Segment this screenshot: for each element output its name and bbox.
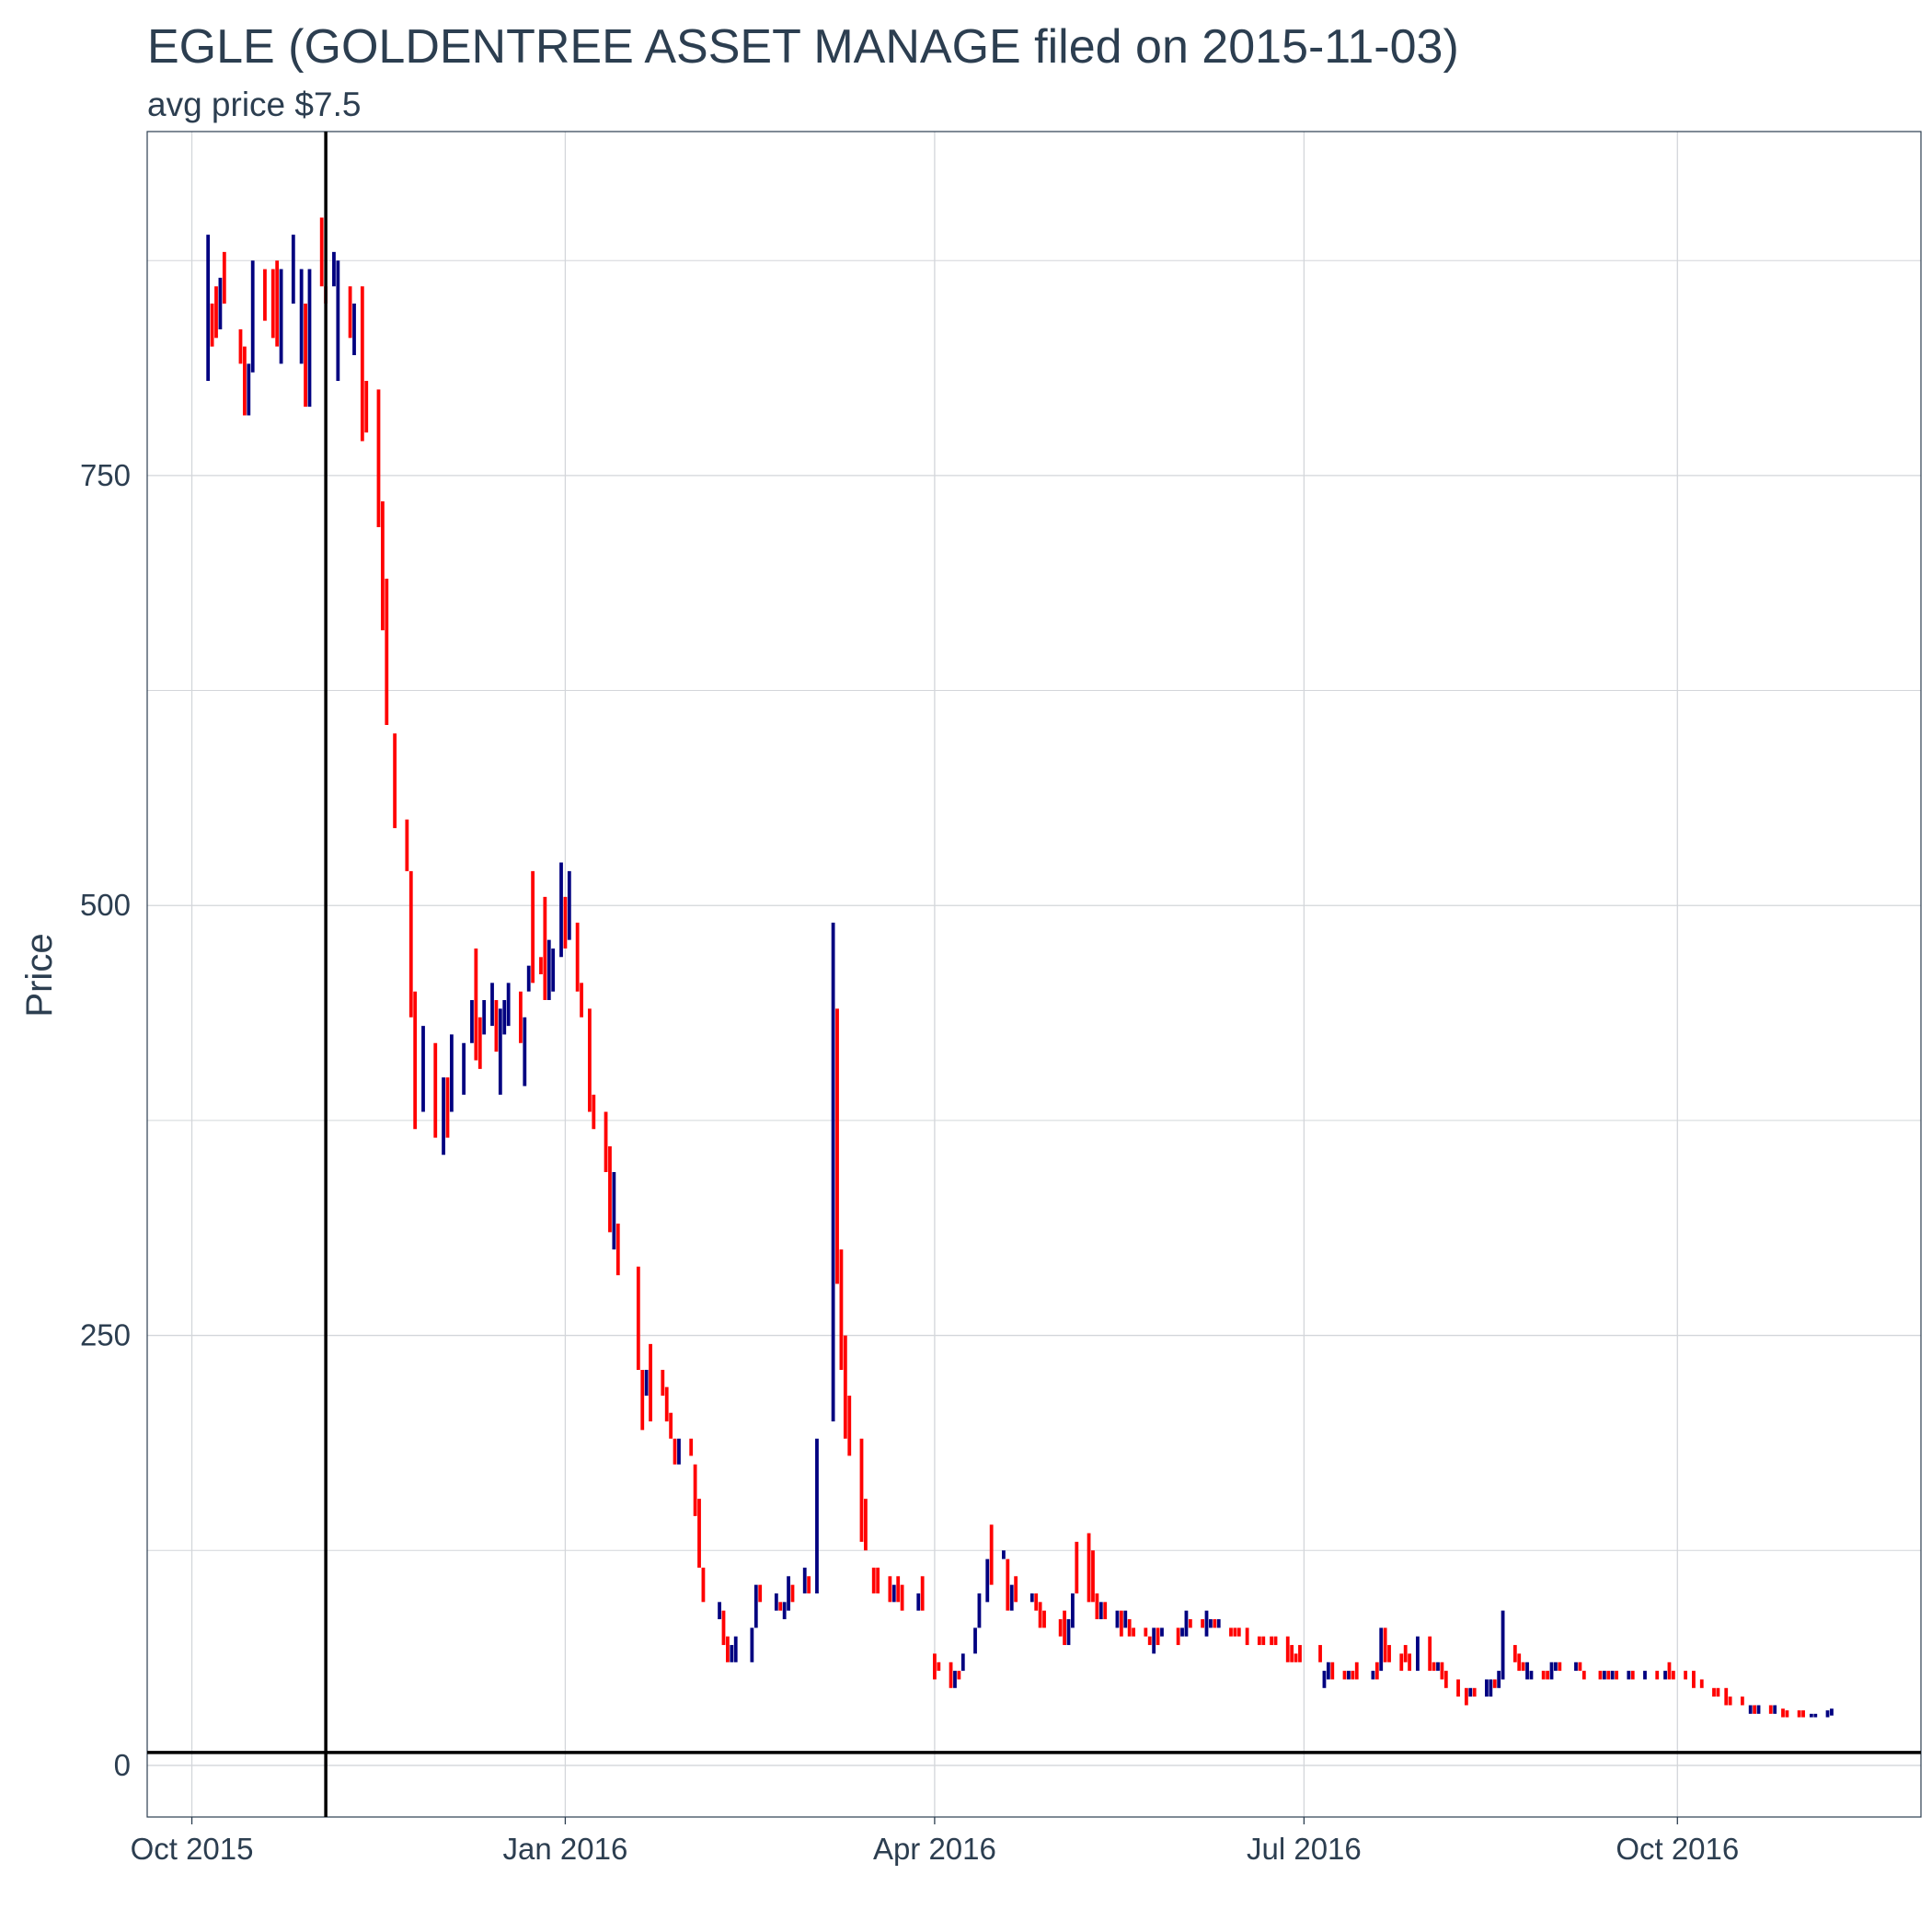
x-tick-label: Apr 2016 [873, 1832, 996, 1866]
plot-panel [146, 131, 1922, 1818]
grid-lines [147, 132, 1921, 1817]
y-tick-label: 750 [80, 458, 131, 492]
y-tick-label: 0 [114, 1748, 131, 1782]
chart-subtitle: avg price $7.5 [147, 86, 361, 123]
x-tick-label: Oct 2015 [131, 1832, 254, 1866]
x-tick-label: Jul 2016 [1247, 1832, 1362, 1866]
y-axis-label: Price [19, 933, 60, 1017]
y-tick-label: 250 [80, 1318, 131, 1352]
x-tick-label: Jan 2016 [503, 1832, 628, 1866]
reference-lines [147, 132, 1921, 1817]
candles-group [206, 217, 1834, 1718]
y-axis-ticks: 0 250 500 750 [80, 458, 131, 1782]
y-tick-label: 500 [80, 888, 131, 922]
x-tick-label: Oct 2016 [1616, 1832, 1739, 1866]
x-axis-ticks: Oct 2015 Jan 2016 Apr 2016 Jul 2016 Oct 2016 [131, 1817, 1739, 1866]
chart-title: EGLE (GOLDENTREE ASSET MANAGE filed on 2… [147, 20, 1459, 74]
